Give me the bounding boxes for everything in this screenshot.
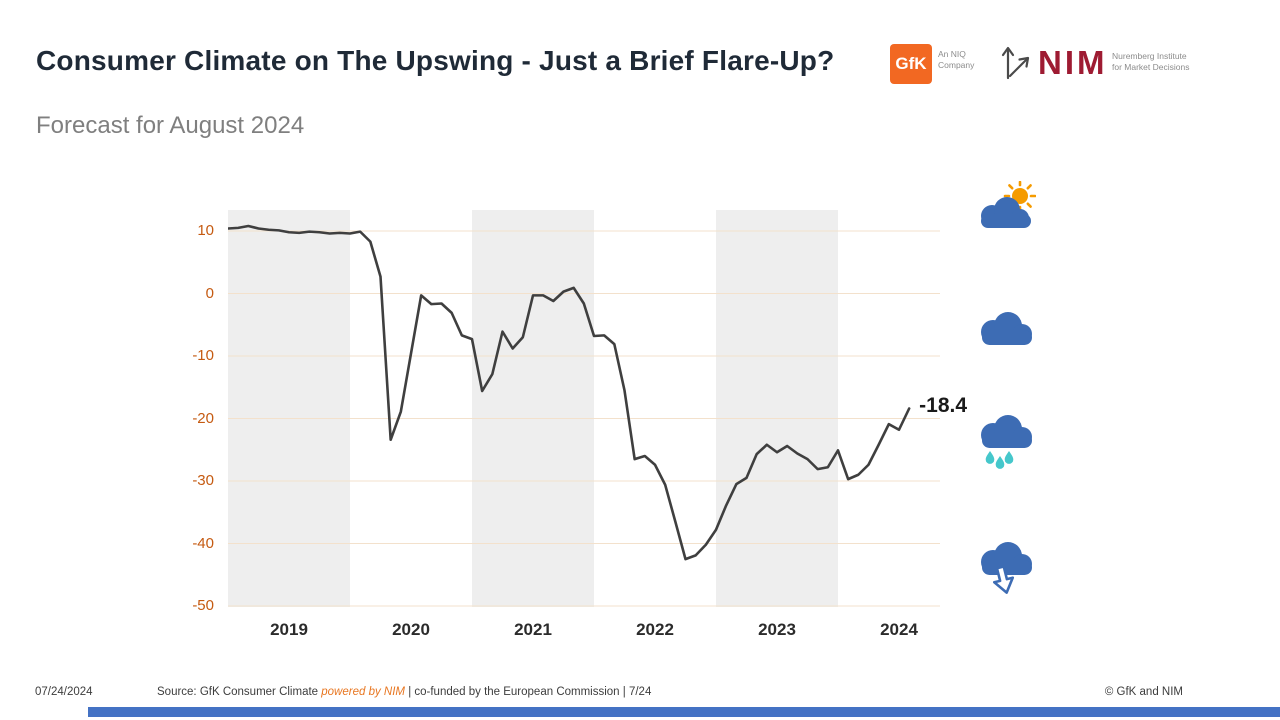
footer-source-prefix: Source: GfK Consumer Climate bbox=[157, 686, 322, 698]
y-axis-tick-label: -10 bbox=[192, 347, 214, 364]
y-axis-tick-label: -50 bbox=[192, 597, 214, 614]
footer-source-suffix: | co-funded by the European Commission |… bbox=[405, 686, 652, 698]
x-axis-tick-label: 2024 bbox=[880, 620, 918, 639]
rain-icon bbox=[974, 408, 1038, 475]
year-band bbox=[716, 210, 838, 607]
nim-logo: NIM bbox=[1038, 44, 1108, 81]
y-axis-tick-label: -40 bbox=[192, 534, 214, 552]
page-title: Consumer Climate on The Upswing - Just a… bbox=[36, 45, 835, 76]
footer-source-powered: powered by NIM bbox=[321, 686, 405, 698]
cloudy-icon bbox=[974, 305, 1036, 356]
y-axis-tick-label: -30 bbox=[192, 472, 214, 489]
nim-arrows-icon bbox=[1000, 42, 1034, 85]
gfk-tagline: An NIQ Company bbox=[938, 49, 974, 71]
gfk-logo-text: GfK bbox=[895, 54, 927, 73]
year-band bbox=[472, 210, 594, 607]
bottom-accent-bar bbox=[88, 707, 1280, 717]
nim-tagline: Nuremberg Institute for Market Decisions bbox=[1112, 51, 1189, 73]
x-axis-tick-label: 2019 bbox=[270, 620, 308, 639]
footer-copyright: © GfK and NIM bbox=[1104, 686, 1183, 698]
gfk-tagline-line1: An NIQ bbox=[938, 49, 966, 59]
y-axis-tick-label: 0 bbox=[205, 284, 214, 302]
partly-sunny-icon bbox=[974, 180, 1037, 236]
page-subtitle: Forecast for August 2024 bbox=[36, 112, 305, 139]
cloud-arrow-down-icon bbox=[974, 535, 1036, 604]
consumer-climate-line bbox=[228, 224, 911, 561]
y-axis-tick-label: -20 bbox=[192, 409, 214, 427]
footer-date: 07/24/2024 bbox=[35, 686, 93, 698]
gfk-tagline-line2: Company bbox=[938, 60, 975, 70]
x-axis-tick-label: 2023 bbox=[758, 620, 796, 639]
nim-tagline-line2: for Market Decisions bbox=[1112, 62, 1190, 72]
climate-line-chart bbox=[228, 210, 940, 607]
year-band bbox=[228, 210, 350, 607]
value-annotation: -18.4 bbox=[919, 393, 968, 417]
gfk-logo: GfK bbox=[890, 44, 932, 84]
nim-tagline-line1: Nuremberg Institute bbox=[1112, 51, 1187, 61]
footer-source: Source: GfK Consumer Climate powered by … bbox=[157, 686, 651, 698]
x-axis-tick-label: 2020 bbox=[392, 620, 430, 639]
x-axis-tick-label: 2022 bbox=[636, 620, 674, 639]
y-axis-tick-label: 10 bbox=[197, 222, 214, 239]
x-axis-tick-label: 2021 bbox=[514, 620, 552, 639]
